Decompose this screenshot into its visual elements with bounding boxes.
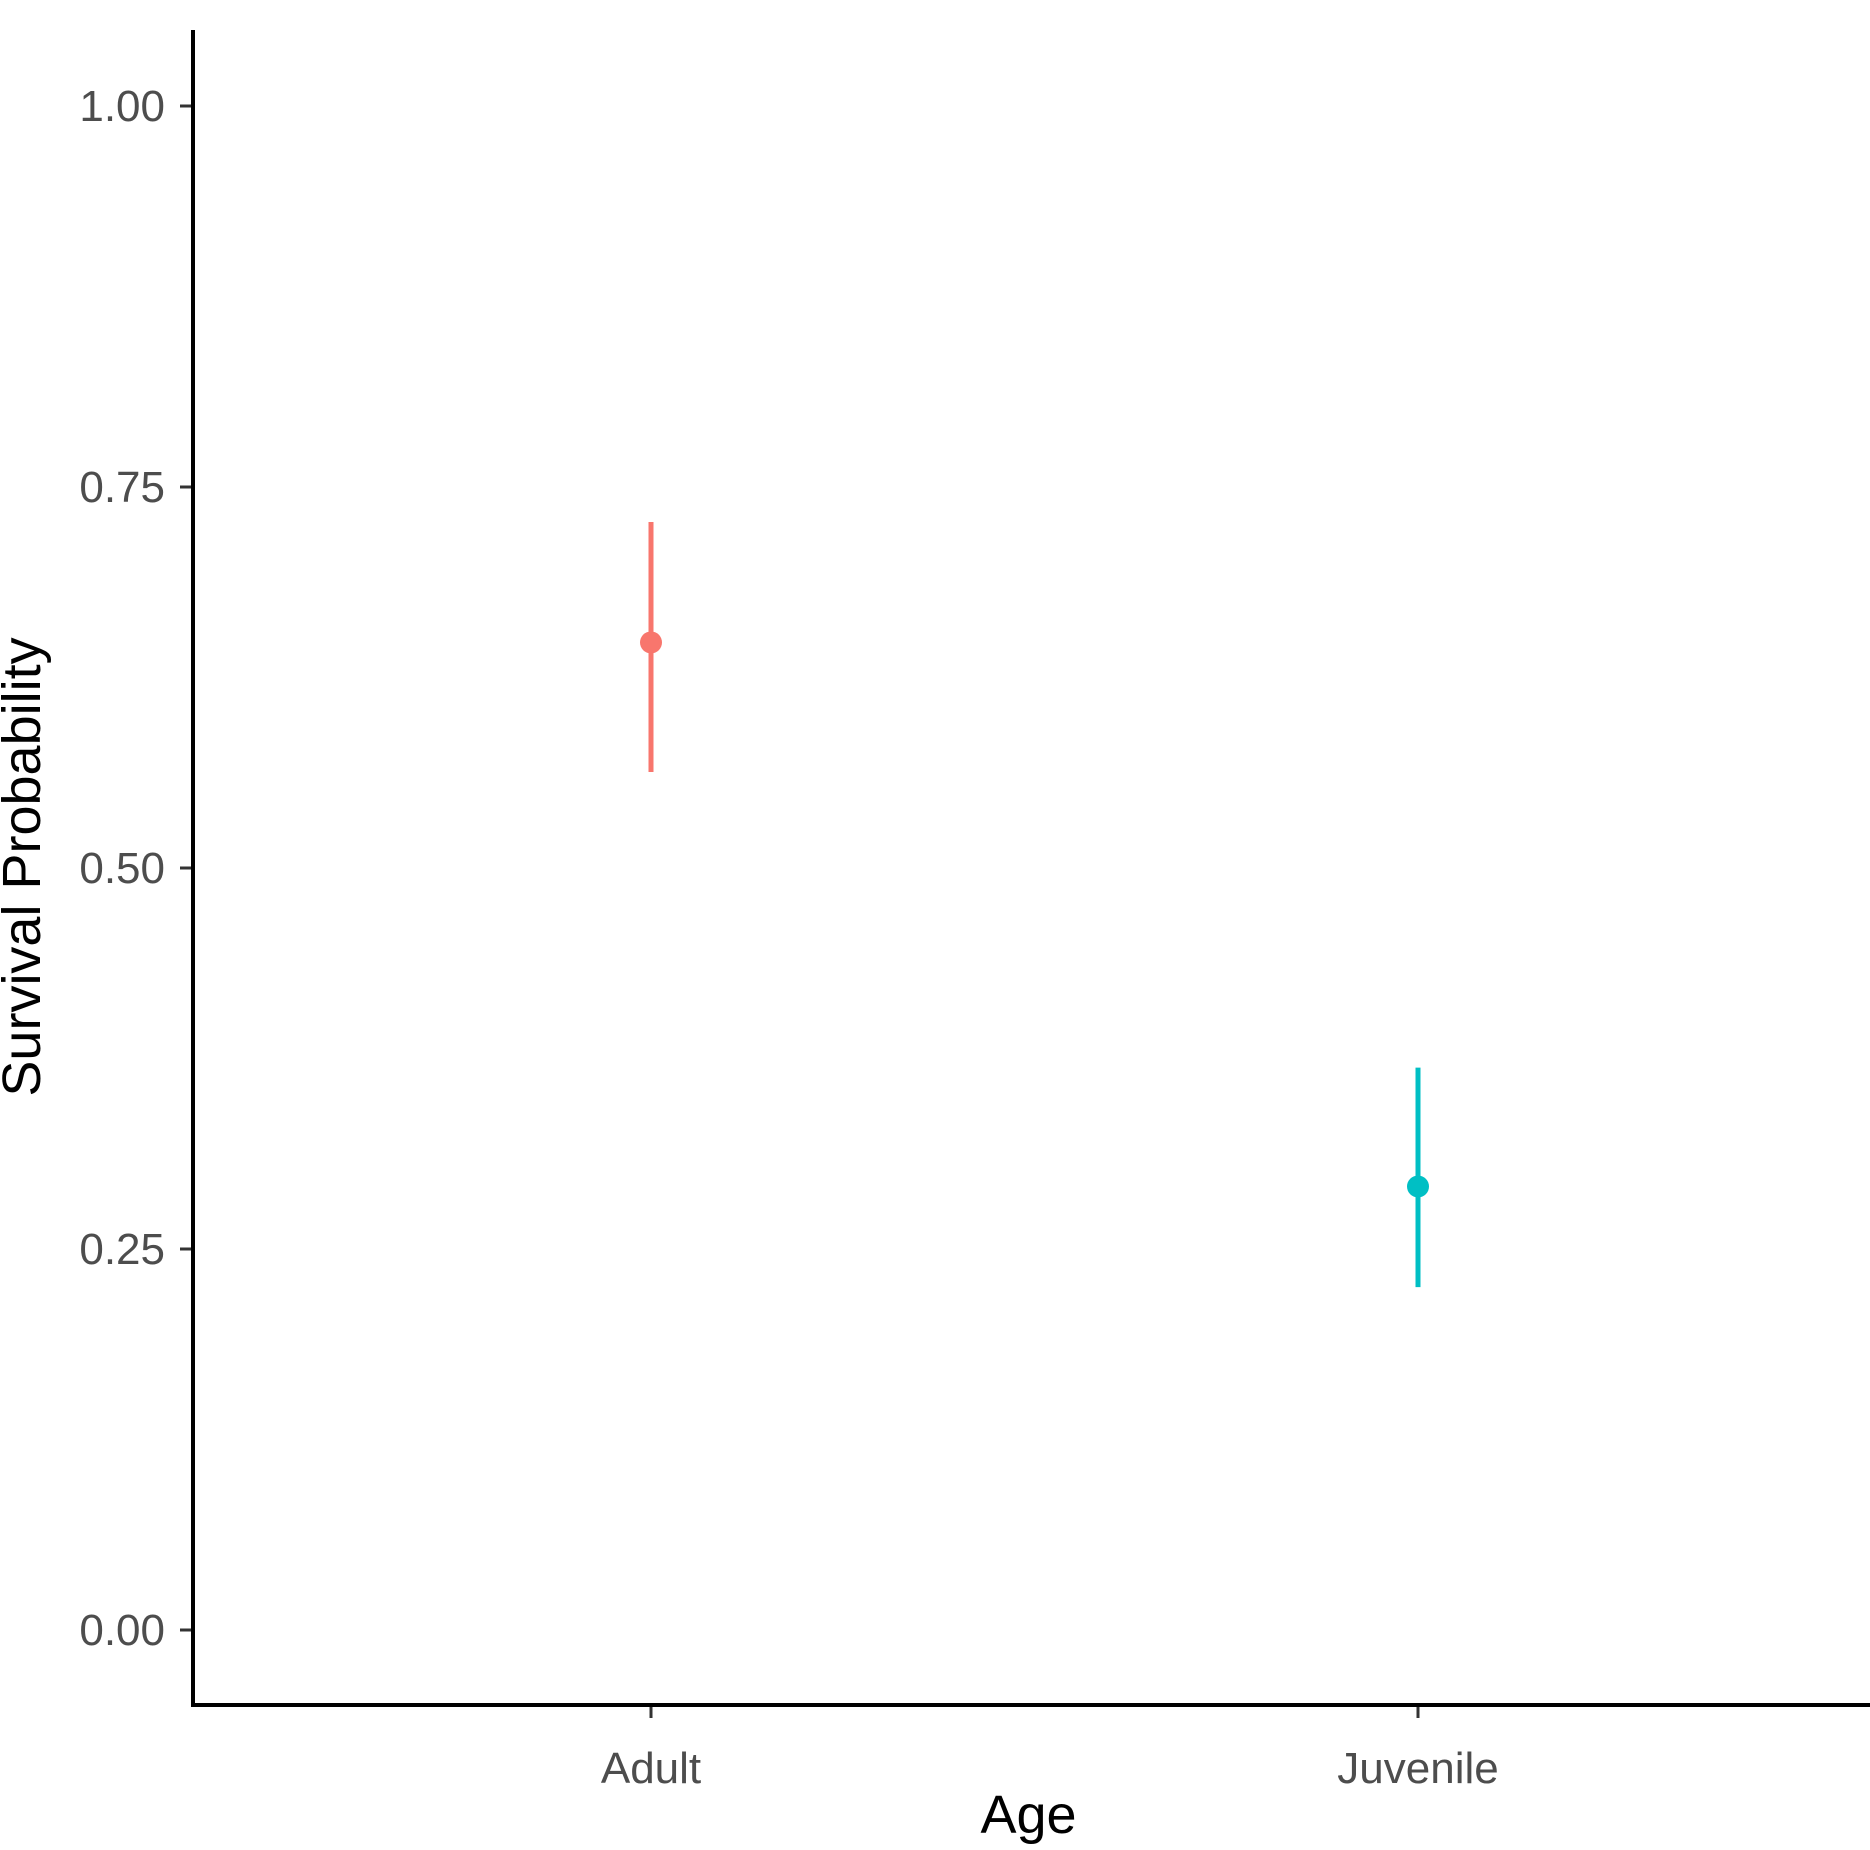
y-tick-label: 0.25 [79, 1225, 165, 1274]
y-tick-label: 0.00 [79, 1606, 165, 1655]
data-point [1407, 1175, 1429, 1198]
x-axis-title: Age [980, 1785, 1076, 1845]
y-tick-label: 0.75 [79, 463, 165, 512]
data-point [640, 631, 662, 654]
y-axis-ticks: 0.00 0.25 0.50 0.75 1.00 [79, 82, 193, 1655]
x-tick-label: Juvenile [1337, 1744, 1498, 1793]
x-axis-ticks: Adult Juvenile [601, 1705, 1499, 1793]
data-points [640, 522, 1429, 1288]
y-tick-label: 1.00 [79, 82, 165, 131]
x-tick-label: Adult [601, 1744, 701, 1793]
y-axis-title: Survival Probability [0, 637, 52, 1096]
y-tick-label: 0.50 [79, 844, 165, 893]
